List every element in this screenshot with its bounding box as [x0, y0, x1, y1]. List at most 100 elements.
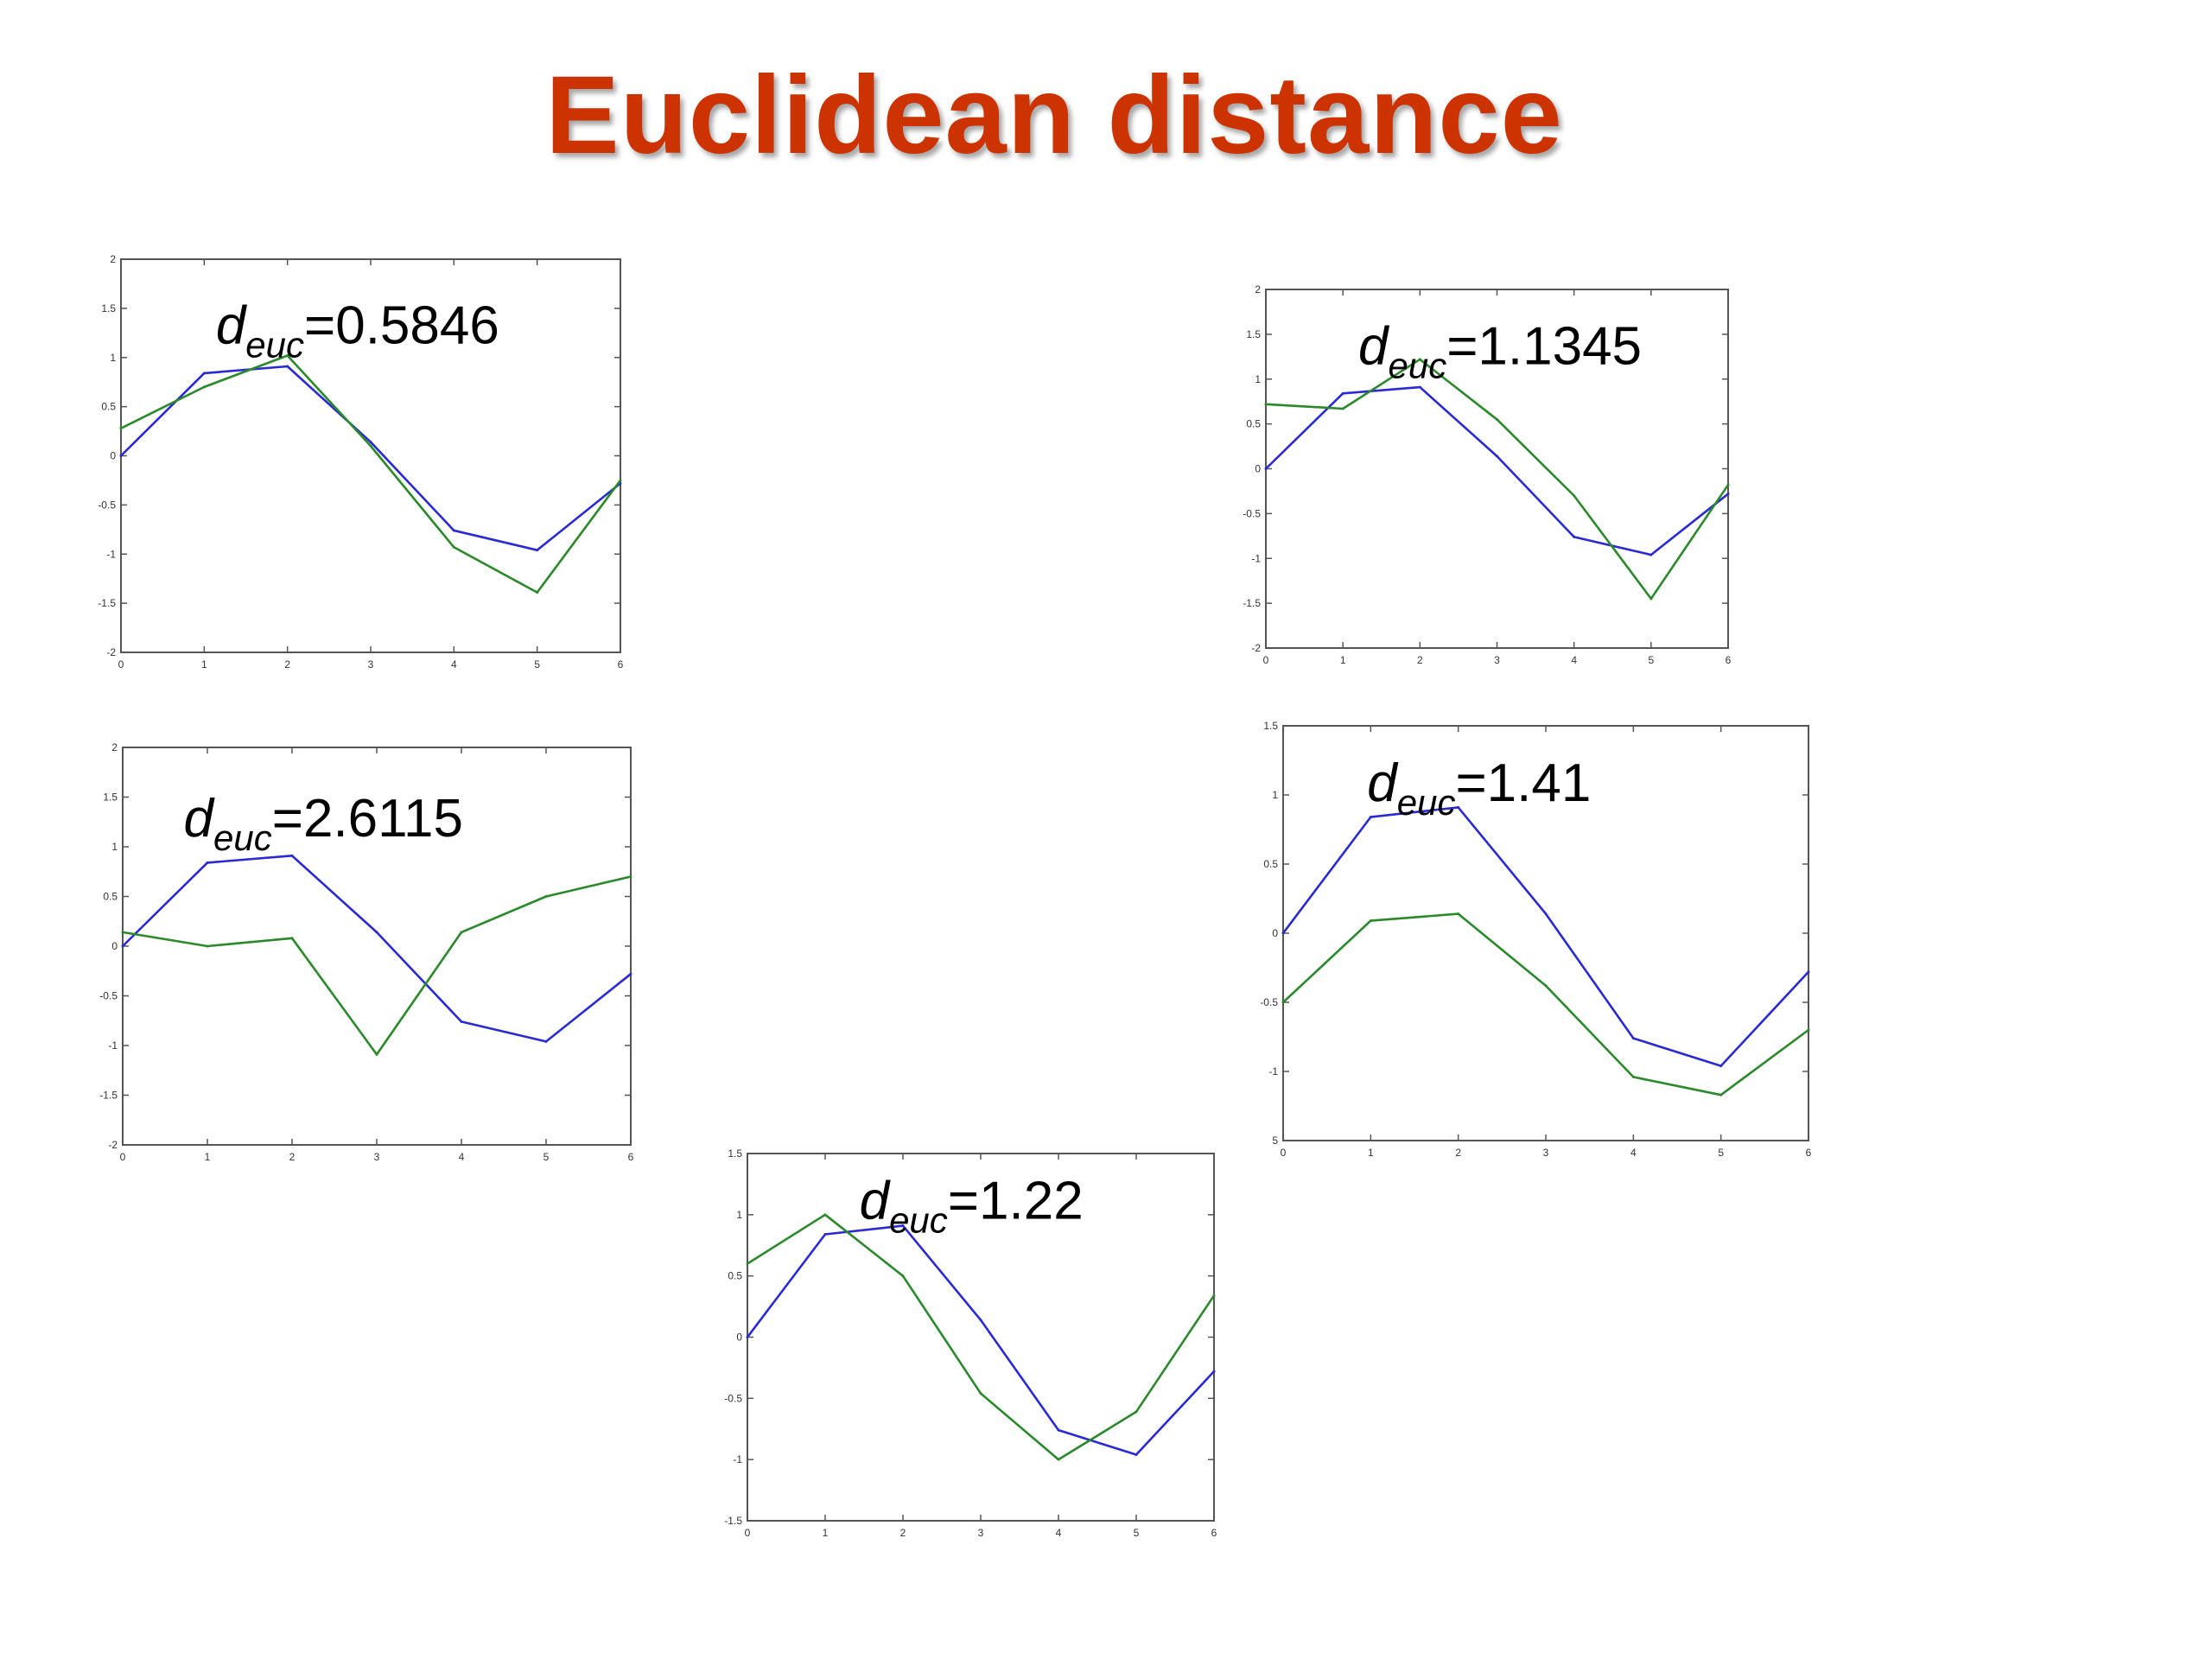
- data-point: [1212, 1294, 1216, 1297]
- x-tick-label: 1: [1368, 1147, 1374, 1159]
- y-tick-label: 2: [110, 253, 116, 265]
- data-point: [1726, 483, 1730, 486]
- data-point: [202, 385, 206, 389]
- data-point: [1573, 494, 1576, 498]
- y-tick-label: -0.5: [99, 990, 118, 1002]
- data-point: [1369, 919, 1372, 923]
- distance-chart-5: 0 1 2 3 4 5 6 -1.5 -1 -0.5 0 0.5 1 1.5 deuc=1.22: [724, 1147, 1217, 1539]
- y-tick-label: -2: [1251, 642, 1261, 654]
- data-point: [119, 454, 123, 457]
- data-point: [1457, 805, 1460, 809]
- y-tick-label: 0.5: [103, 891, 118, 903]
- y-tick-label: 1.5: [728, 1147, 742, 1160]
- y-tick-label: 0.5: [1246, 418, 1261, 430]
- x-tick-label: 4: [451, 658, 457, 671]
- x-tick-label: 4: [1056, 1527, 1062, 1539]
- distance-symbol: d: [184, 789, 216, 849]
- series-line-1: [122, 855, 632, 1043]
- y-tick-label: -1: [1251, 552, 1261, 564]
- series-line-1: [1281, 806, 1809, 1067]
- series-line-2: [120, 354, 622, 594]
- y-tick-label: -0.5: [1243, 507, 1261, 519]
- data-point: [1341, 407, 1344, 410]
- data-point: [1573, 535, 1576, 538]
- series-line-2: [1282, 912, 1809, 1096]
- x-tick-label: 0: [1281, 1147, 1287, 1159]
- data-point: [375, 931, 378, 934]
- distance-symbol: d: [216, 296, 248, 355]
- x-tick-label: 2: [1417, 654, 1423, 666]
- x-tick-label: 2: [900, 1527, 906, 1539]
- x-tick-label: 6: [628, 1151, 634, 1163]
- series-line-1: [1265, 385, 1729, 556]
- y-tick-label: -0.5: [724, 1392, 742, 1404]
- x-tick-label: 3: [368, 658, 374, 671]
- data-point: [369, 444, 372, 448]
- distance-chart-4: 0 1 2 3 4 5 6 5 -1 -0.5 0 0.5 1 1.5 deuc=1.41: [1260, 720, 1811, 1159]
- data-point: [1418, 385, 1421, 389]
- data-point: [823, 1233, 827, 1236]
- y-tick-label: -1.5: [99, 1090, 118, 1102]
- x-tick-label: 3: [1543, 1147, 1549, 1159]
- x-tick-label: 1: [205, 1151, 211, 1163]
- y-tick-label: 2: [111, 741, 118, 753]
- data-point: [1264, 403, 1268, 406]
- data-point: [121, 931, 124, 934]
- y-tick-label: -2: [108, 1139, 118, 1151]
- data-point: [290, 937, 294, 940]
- y-tick-label: -1.5: [1243, 597, 1261, 609]
- distance-label: deuc=1.41: [1367, 753, 1591, 823]
- distance-label: deuc=0.5846: [216, 296, 499, 365]
- data-point: [823, 1213, 827, 1217]
- data-point: [1281, 931, 1285, 935]
- x-tick-label: 1: [823, 1527, 829, 1539]
- y-tick-label: -0.5: [98, 499, 116, 511]
- data-point: [1057, 1458, 1060, 1461]
- data-point: [1631, 1075, 1635, 1078]
- data-point: [206, 861, 209, 864]
- data-point: [901, 1224, 905, 1228]
- data-point: [746, 1336, 749, 1338]
- y-tick-label: 2: [1255, 283, 1261, 296]
- data-point: [901, 1274, 905, 1278]
- y-tick-label: 1: [1255, 373, 1261, 385]
- distance-label: deuc=1.22: [860, 1171, 1084, 1240]
- data-point: [544, 1039, 548, 1043]
- distance-subscript: euc: [889, 1199, 948, 1240]
- x-tick-label: 6: [1726, 654, 1732, 666]
- y-tick-label: -1.5: [98, 597, 116, 609]
- data-point: [1631, 1037, 1635, 1040]
- y-tick-label: 0.5: [1263, 858, 1278, 870]
- x-tick-label: 1: [201, 658, 207, 671]
- data-point: [1057, 1428, 1060, 1432]
- data-point: [286, 365, 289, 368]
- x-tick-label: 5: [1648, 654, 1654, 666]
- data-point: [1649, 553, 1653, 556]
- distance-chart-2: 0 1 2 3 4 5 6 -2 -1.5 -1 -0.5 0 0.5 1 1.5 2 deuc=1.1345: [1243, 283, 1732, 666]
- data-point: [1807, 970, 1810, 974]
- distance-symbol: d: [1358, 316, 1390, 376]
- series-line-2: [1265, 358, 1730, 601]
- y-tick-label: 1: [1272, 789, 1278, 801]
- distance-value: =0.5846: [304, 296, 499, 355]
- data-point: [206, 944, 209, 948]
- data-point: [452, 529, 455, 532]
- x-tick-label: 0: [745, 1527, 751, 1539]
- x-tick-label: 5: [543, 1151, 550, 1163]
- distance-subscript: euc: [1388, 345, 1446, 385]
- distance-subscript: euc: [213, 817, 272, 858]
- data-point: [369, 441, 372, 444]
- x-tick-label: 0: [120, 1151, 126, 1163]
- data-point: [286, 353, 289, 357]
- data-point: [619, 479, 622, 482]
- distance-value: =1.22: [948, 1171, 1084, 1230]
- data-point: [1544, 984, 1548, 988]
- x-tick-label: 3: [374, 1151, 380, 1163]
- data-point: [1341, 391, 1344, 395]
- distance-value: =2.6115: [272, 789, 463, 849]
- data-point: [536, 591, 539, 594]
- y-tick-label: 0: [110, 450, 116, 462]
- y-tick-label: -2: [106, 646, 116, 658]
- x-tick-label: 6: [618, 658, 624, 671]
- y-tick-label: 1.5: [103, 791, 118, 804]
